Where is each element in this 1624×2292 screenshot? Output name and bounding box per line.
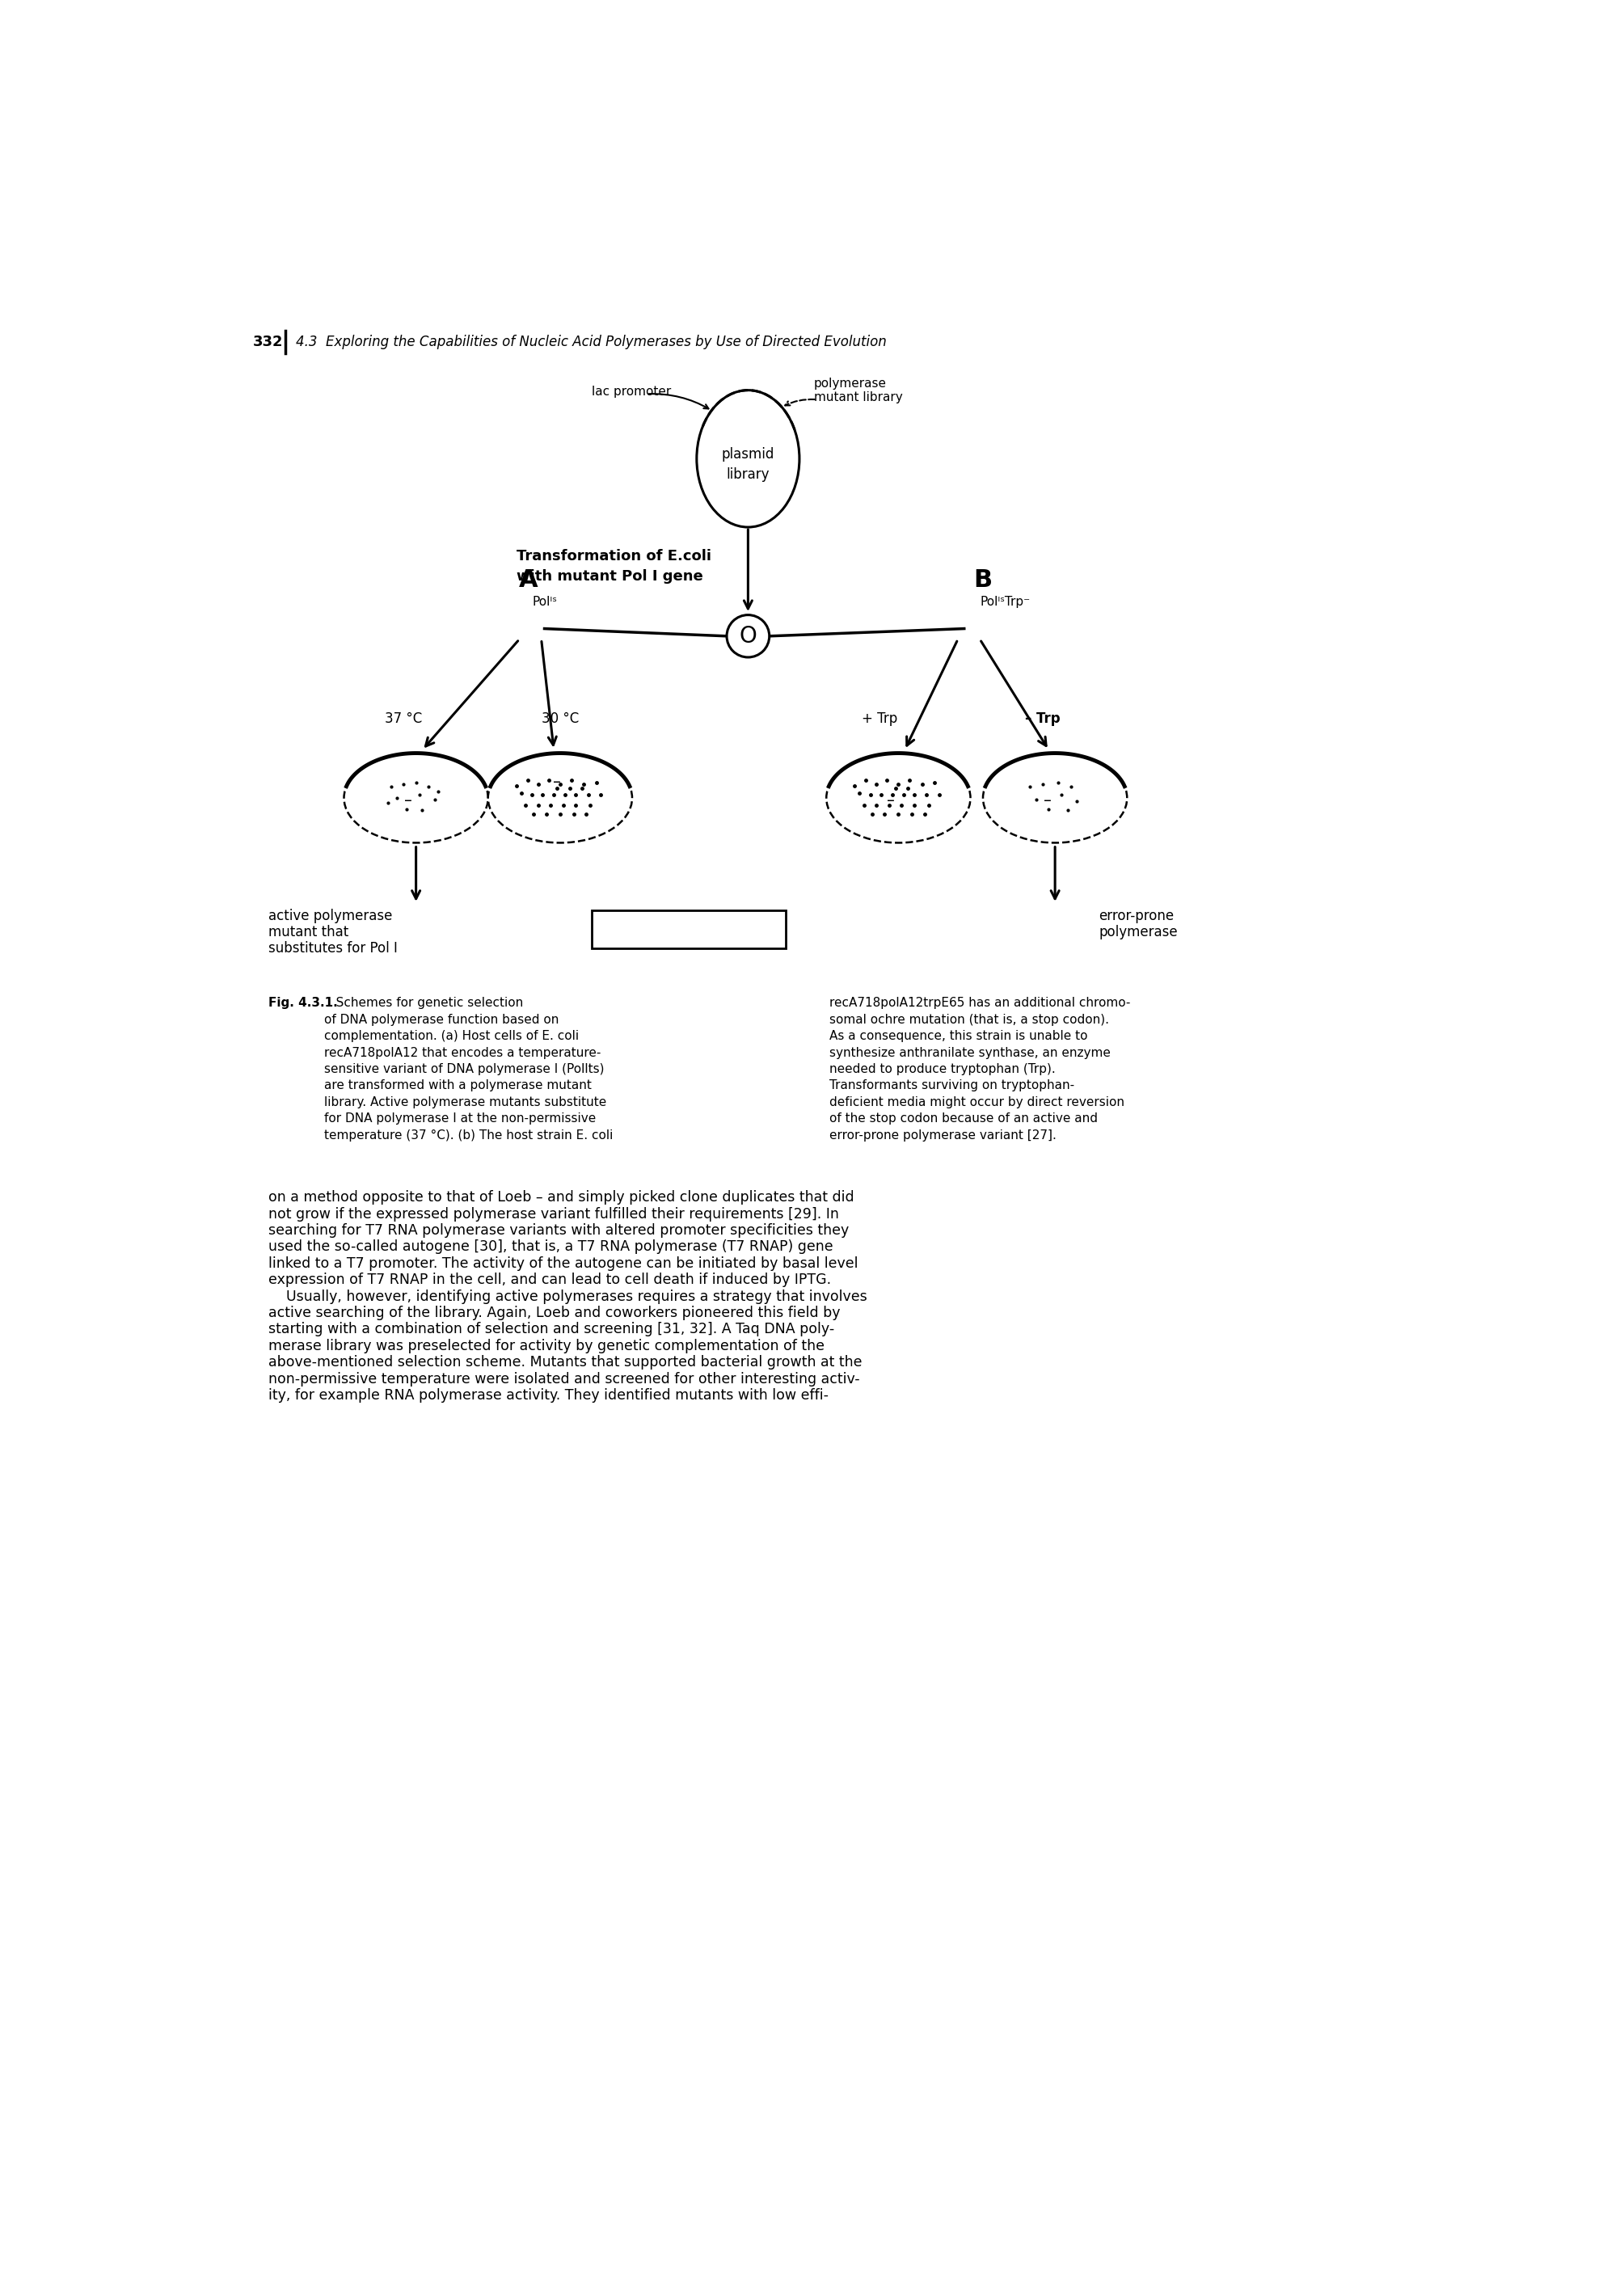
Text: + Trp: + Trp [862, 711, 898, 727]
Text: PolᴵˢTrp⁻: PolᴵˢTrp⁻ [979, 596, 1030, 607]
Text: –: – [552, 775, 560, 791]
Text: linked to a T7 promoter. The activity of the autogene can be initiated by basal : linked to a T7 promoter. The activity of… [270, 1256, 859, 1270]
Text: 4.3  Exploring the Capabilities of Nucleic Acid Polymerases by Use of Directed E: 4.3 Exploring the Capabilities of Nuclei… [296, 335, 887, 351]
Text: Complementation: Complementation [619, 921, 758, 937]
FancyBboxPatch shape [591, 910, 786, 949]
Text: plasmid: plasmid [721, 447, 775, 463]
Text: mutant library: mutant library [814, 392, 903, 403]
Text: –: – [404, 793, 412, 809]
Text: 332: 332 [253, 335, 283, 351]
Ellipse shape [726, 614, 770, 658]
Text: not grow if the expressed polymerase variant fulfilled their requirements [29]. : not grow if the expressed polymerase var… [270, 1206, 840, 1222]
Text: above-mentioned selection scheme. Mutants that supported bacterial growth at the: above-mentioned selection scheme. Mutant… [270, 1355, 862, 1371]
Text: merase library was preselected for activity by genetic complementation of the: merase library was preselected for activ… [270, 1339, 825, 1352]
Text: A: A [520, 568, 538, 591]
Ellipse shape [489, 754, 632, 843]
Text: mutant that: mutant that [270, 926, 349, 940]
Text: Schemes for genetic selection
of DNA polymerase function based on
complementatio: Schemes for genetic selection of DNA pol… [323, 997, 612, 1141]
Text: non-permissive temperature were isolated and screened for other interesting acti: non-permissive temperature were isolated… [270, 1371, 861, 1387]
Text: –: – [887, 793, 895, 809]
Text: O: O [739, 626, 757, 646]
Text: polymerase: polymerase [814, 378, 887, 390]
Text: on a method opposite to that of Loeb – and simply picked clone duplicates that d: on a method opposite to that of Loeb – a… [270, 1190, 854, 1206]
Text: B: B [974, 568, 992, 591]
Ellipse shape [344, 754, 489, 843]
Text: searching for T7 RNA polymerase variants with altered promoter specificities the: searching for T7 RNA polymerase variants… [270, 1224, 849, 1238]
Text: polymerase: polymerase [1099, 926, 1177, 940]
Text: starting with a combination of selection and screening [31, 32]. A Taq DNA poly-: starting with a combination of selection… [270, 1322, 835, 1336]
Text: Usually, however, identifying active polymerases requires a strategy that involv: Usually, however, identifying active pol… [270, 1288, 867, 1304]
Text: – Trp: – Trp [1025, 711, 1060, 727]
Text: Transformation of E.coli: Transformation of E.coli [516, 550, 711, 564]
Text: library: library [726, 468, 770, 481]
Text: error-prone: error-prone [1099, 908, 1174, 924]
Text: active searching of the library. Again, Loeb and coworkers pioneered this field : active searching of the library. Again, … [270, 1306, 841, 1320]
Text: used the so-called autogene [30], that is, a T7 RNA polymerase (T7 RNAP) gene: used the so-called autogene [30], that i… [270, 1240, 833, 1254]
Text: recA718polA12trpE65 has an additional chromo-
somal ochre mutation (that is, a s: recA718polA12trpE65 has an additional ch… [830, 997, 1130, 1141]
Text: 30 °C: 30 °C [541, 711, 578, 727]
Text: Polᴵˢ: Polᴵˢ [533, 596, 557, 607]
Ellipse shape [697, 390, 799, 527]
Ellipse shape [827, 754, 971, 843]
Text: –: – [1044, 793, 1051, 809]
Text: expression of T7 RNAP in the cell, and can lead to cell death if induced by IPTG: expression of T7 RNAP in the cell, and c… [270, 1272, 831, 1288]
Ellipse shape [983, 754, 1127, 843]
Text: 37 °C: 37 °C [385, 711, 422, 727]
Text: lac promoter: lac promoter [591, 385, 671, 399]
Text: substitutes for Pol I: substitutes for Pol I [270, 942, 398, 956]
Text: Fig. 4.3.1.: Fig. 4.3.1. [270, 997, 338, 1008]
Text: ity, for example RNA polymerase activity. They identified mutants with low effi-: ity, for example RNA polymerase activity… [270, 1389, 828, 1403]
Text: with mutant Pol I gene: with mutant Pol I gene [516, 568, 703, 584]
Text: active polymerase: active polymerase [270, 908, 393, 924]
